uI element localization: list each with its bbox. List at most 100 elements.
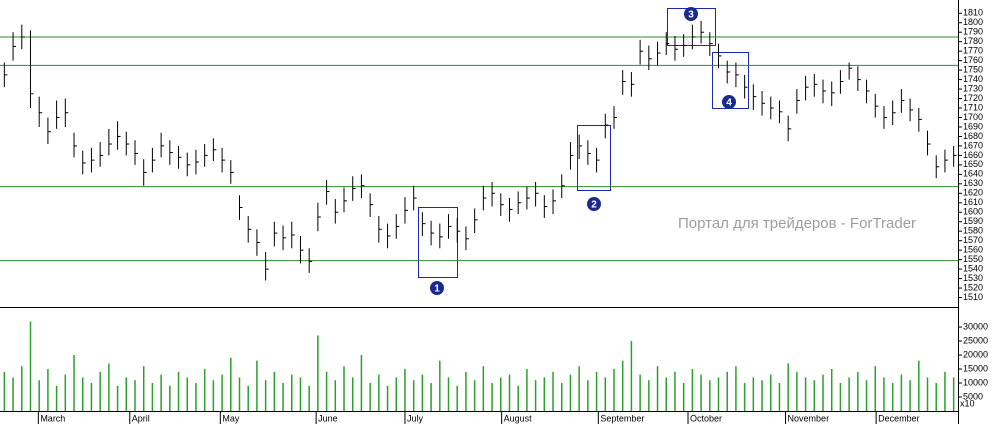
volume-bar (717, 377, 720, 411)
volume-bar (482, 366, 485, 411)
volume-bar (944, 371, 946, 411)
volume-bar (29, 321, 32, 411)
y-tick-label: 1770 (963, 46, 983, 56)
volume-bar (604, 377, 607, 411)
volume-bar (534, 380, 537, 411)
volume-bar (264, 380, 267, 411)
volume-bar (195, 383, 197, 411)
volume-bar (273, 371, 276, 411)
volume-bar (682, 383, 685, 411)
volume-bar (64, 374, 67, 411)
volume-bar (743, 383, 746, 411)
volume-bar (308, 385, 310, 411)
volume-bar (874, 366, 877, 411)
volume-bar (177, 371, 180, 411)
volume-bar (752, 377, 755, 411)
x-tick-label: November (788, 413, 830, 423)
volume-bar (90, 383, 93, 411)
volume-bar (726, 371, 728, 411)
x-tick-label: July (407, 413, 424, 423)
volume-bar (517, 385, 519, 411)
volume-tick-label: 15000 (963, 363, 988, 373)
volume-bar (203, 369, 206, 411)
volume-bar (900, 374, 903, 411)
y-tick-label: 1560 (963, 245, 983, 255)
x-tick-label: June (318, 413, 338, 423)
volume-bar (351, 377, 354, 411)
y-tick-label: 1610 (963, 197, 983, 207)
volume-bar (386, 385, 389, 411)
volume-bar (421, 374, 424, 411)
annotation-box (577, 125, 611, 191)
volume-bar (465, 371, 467, 411)
volume-bar (865, 380, 868, 411)
annotation-marker (722, 95, 736, 109)
y-tick-label: 1590 (963, 216, 983, 226)
volume-bar (447, 377, 450, 411)
volume-bar (99, 371, 101, 411)
volume-unit: x10 (960, 398, 975, 408)
y-tick-label: 1710 (963, 102, 983, 112)
y-tick-label: 1810 (963, 8, 983, 18)
volume-bar (648, 380, 650, 411)
annotation-label: 2 (591, 200, 597, 211)
volume-bar (334, 380, 337, 411)
volume-bar (317, 335, 319, 411)
volume-bar (891, 383, 894, 411)
volume-bar (456, 385, 458, 411)
volume-bar (395, 377, 398, 411)
volume-bar (108, 363, 110, 411)
volume-bar (473, 380, 476, 411)
volume-bar (665, 377, 667, 411)
volume-bar (430, 383, 432, 411)
volume-bar (691, 369, 694, 411)
watermark: Портал для трейдеров - ForTrader (678, 215, 916, 232)
volume-bar (918, 360, 920, 411)
volume-bar (282, 383, 284, 411)
y-tick-label: 1510 (963, 292, 983, 302)
y-tick-label: 1720 (963, 93, 983, 103)
volume-bar (926, 377, 929, 411)
volume-bar (700, 374, 702, 411)
volume-bar (839, 383, 842, 411)
volume-tick-label: 25000 (963, 335, 988, 345)
y-tick-label: 1660 (963, 150, 983, 160)
x-tick-label: December (878, 413, 920, 423)
volume-bar (439, 360, 441, 411)
volume-bar (116, 385, 119, 411)
volume-bar (630, 341, 633, 411)
y-tick-label: 1520 (963, 282, 983, 292)
volume-bar (543, 377, 546, 411)
volume-bar (256, 360, 258, 411)
y-tick-label: 1800 (963, 17, 983, 27)
y-tick-label: 1790 (963, 27, 983, 37)
volume-bar (883, 377, 885, 411)
volume-bar (73, 355, 75, 411)
volume-bar (134, 380, 136, 411)
volume-bar (552, 371, 554, 411)
x-tick-label: August (504, 413, 533, 423)
volume-bar (360, 355, 363, 411)
volume-bar (500, 377, 502, 411)
y-tick-label: 1700 (963, 112, 983, 122)
volume-bar (526, 369, 528, 411)
volume-bar (325, 371, 328, 411)
volume-bar (151, 383, 154, 411)
y-tick-label: 1650 (963, 159, 983, 169)
volume-bar (378, 374, 380, 411)
y-tick-label: 1600 (963, 207, 983, 217)
annotation-label: 4 (726, 98, 732, 109)
volume-bar (952, 377, 955, 411)
y-tick-label: 1760 (963, 55, 983, 65)
volume-tick-label: 5000 (963, 391, 983, 401)
annotation-marker (684, 7, 698, 21)
volume-bar (621, 360, 624, 411)
volume-bar (299, 377, 302, 411)
volume-tick-label: 30000 (963, 321, 988, 331)
y-tick-label: 1670 (963, 140, 983, 150)
y-tick-label: 1780 (963, 36, 983, 46)
volume-bar (735, 366, 737, 411)
volume-bar (21, 366, 23, 411)
